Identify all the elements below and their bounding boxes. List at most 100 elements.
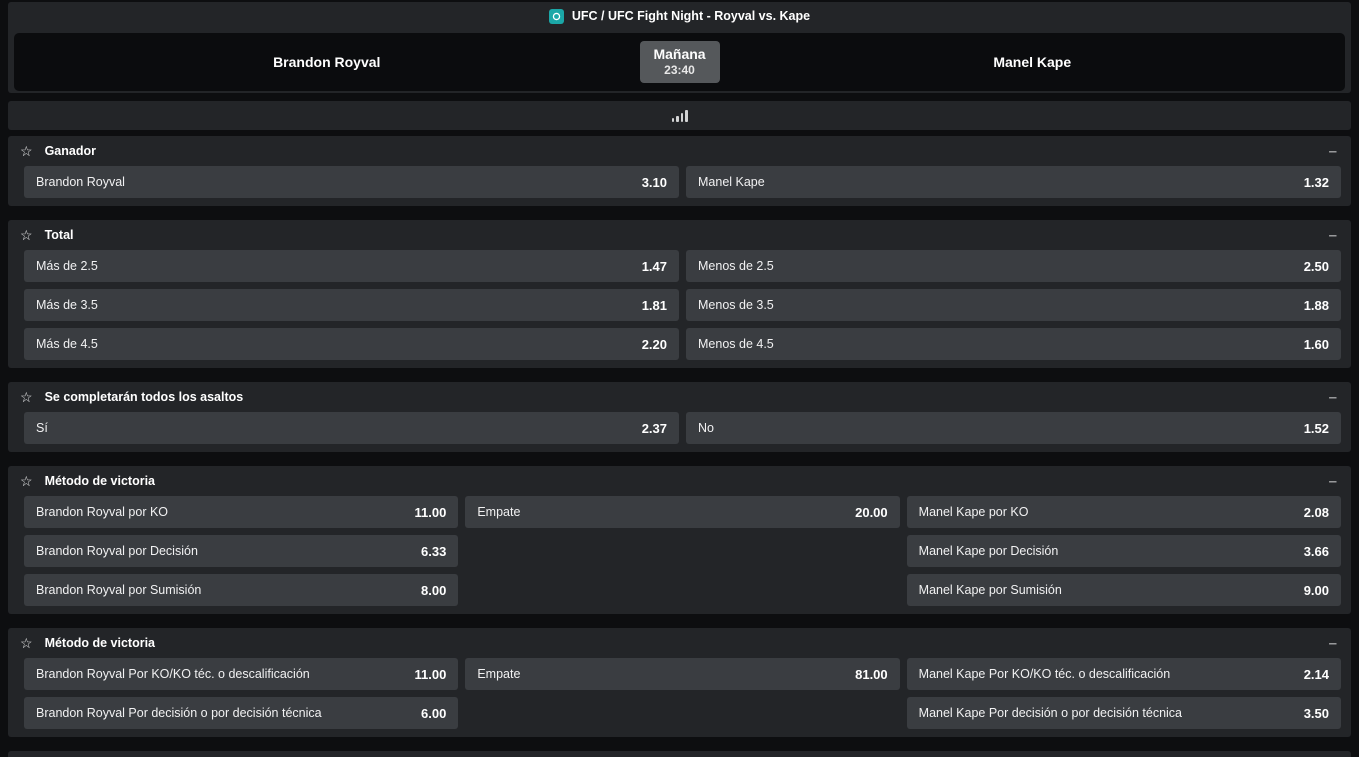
market-section-asaltos: ☆ Se completarán todos los asaltos – Sí … (8, 382, 1351, 452)
odds-value: 9.00 (1303, 582, 1329, 598)
odds-value: 20.00 (855, 504, 888, 520)
event-header-card: UFC / UFC Fight Night - Royval vs. Kape … (8, 2, 1351, 93)
odds-cell[interactable]: Más de 3.5 1.81 (24, 289, 679, 321)
odds-value: 6.00 (421, 705, 447, 721)
odds-label: Brandon Royval por Sumisión (36, 583, 202, 597)
odds-label: Más de 4.5 (36, 337, 98, 351)
odds-value: 3.10 (641, 174, 667, 190)
odds-label: Manel Kape Por decisión o por decisión t… (918, 706, 1183, 720)
odds-cell[interactable]: Manel Kape por Decisión 3.66 (906, 535, 1341, 567)
section-title: Se completarán todos los asaltos (44, 390, 244, 404)
odds-label: Menos de 4.5 (698, 337, 774, 351)
odds-value: 6.33 (421, 543, 447, 559)
odds-label: No (698, 421, 714, 435)
section-title: Total (44, 228, 74, 242)
collapse-icon[interactable]: – (1328, 142, 1337, 160)
odds-label: Menos de 2.5 (698, 259, 774, 273)
section-header: ☆ Método de victoria – (8, 466, 1351, 496)
odds-cell[interactable]: Manel Kape por KO 2.08 (906, 496, 1341, 528)
odds-cell[interactable]: Brandon Royval 3.10 (24, 166, 679, 198)
odds-value: 8.00 (421, 582, 447, 598)
match-time: 23:40 (664, 63, 695, 77)
fighter-left-name: Brandon Royval (273, 54, 381, 70)
section-partial (8, 751, 1351, 757)
section-title: Método de victoria (44, 636, 155, 650)
odds-cell[interactable]: Empate 20.00 (465, 496, 900, 528)
statistics-icon[interactable] (668, 106, 692, 126)
odds-cell[interactable]: No 1.52 (686, 412, 1341, 444)
odds-cell[interactable]: Brandon Royval por Decisión 6.33 (24, 535, 459, 567)
odds-label: Más de 2.5 (36, 259, 98, 273)
odds-value: 1.32 (1303, 174, 1329, 190)
odds-value: 2.14 (1303, 666, 1329, 682)
odds-cell[interactable]: Manel Kape por Sumisión 9.00 (906, 574, 1341, 606)
odds-label: Manel Kape por Sumisión (918, 583, 1062, 597)
odds-cell[interactable]: Más de 2.5 1.47 (24, 250, 679, 282)
odds-label: Brandon Royval por Decisión (36, 544, 198, 558)
odds-label: Menos de 3.5 (698, 298, 774, 312)
mma-sport-icon (548, 8, 564, 24)
odds-label: Brandon Royval por KO (36, 505, 169, 519)
odds-cell[interactable]: Brandon Royval Por decisión o por decisi… (24, 697, 459, 729)
odds-value: 2.37 (641, 420, 667, 436)
odds-label: Manel Kape por Decisión (918, 544, 1059, 558)
section-header: ☆ Se completarán todos los asaltos – (8, 382, 1351, 412)
section-header: ☆ Método de victoria – (8, 628, 1351, 658)
odds-value: 3.50 (1303, 705, 1329, 721)
odds-value: 1.52 (1303, 420, 1329, 436)
odds-label: Brandon Royval Por KO/KO téc. o descalif… (36, 667, 310, 681)
odds-value: 2.20 (641, 336, 667, 352)
odds-value: 2.50 (1303, 258, 1329, 274)
odds-label: Brandon Royval Por decisión o por decisi… (36, 706, 322, 720)
odds-value: 81.00 (855, 666, 888, 682)
favorite-star-icon[interactable]: ☆ (20, 227, 33, 243)
odds-label: Brandon Royval (36, 175, 125, 189)
odds-cell[interactable]: Menos de 3.5 1.88 (686, 289, 1341, 321)
section-title: Ganador (44, 144, 96, 158)
favorite-star-icon[interactable]: ☆ (20, 389, 33, 405)
odds-value: 2.08 (1303, 504, 1329, 520)
event-breadcrumb-link[interactable]: UFC / UFC Fight Night - Royval vs. Kape (571, 9, 811, 23)
odds-cell[interactable]: Manel Kape 1.32 (686, 166, 1341, 198)
odds-label: Sí (36, 421, 48, 435)
odds-value: 11.00 (414, 666, 447, 682)
odds-value: 1.60 (1303, 336, 1329, 352)
favorite-star-icon[interactable]: ☆ (20, 143, 33, 159)
odds-value: 1.47 (641, 258, 667, 274)
odds-cell[interactable]: Brandon Royval por KO 11.00 (24, 496, 459, 528)
section-title: Método de victoria (44, 474, 155, 488)
match-header: Brandon Royval Mañana 23:40 Manel Kape (14, 33, 1345, 91)
odds-label: Empate (477, 667, 521, 681)
favorite-star-icon[interactable]: ☆ (20, 473, 33, 489)
market-section-total: ☆ Total – Más de 2.5 1.47 Más de 3.5 1.8… (8, 220, 1351, 368)
market-section-metodo-2: ☆ Método de victoria – Brandon Royval Po… (8, 628, 1351, 737)
odds-value: 1.81 (641, 297, 667, 313)
section-header: ☆ Ganador – (8, 136, 1351, 166)
section-header: ☆ Total – (8, 220, 1351, 250)
odds-cell[interactable]: Brandon Royval por Sumisión 8.00 (24, 574, 459, 606)
odds-cell[interactable]: Brandon Royval Por KO/KO téc. o descalif… (24, 658, 459, 690)
fighter-right-name: Manel Kape (993, 54, 1072, 70)
odds-label: Empate (477, 505, 521, 519)
odds-cell[interactable]: Manel Kape Por KO/KO téc. o descalificac… (906, 658, 1341, 690)
odds-cell[interactable]: Empate 81.00 (465, 658, 900, 690)
statistics-bar (8, 101, 1351, 130)
market-section-ganador: ☆ Ganador – Brandon Royval 3.10 Manel Ka… (8, 136, 1351, 206)
odds-cell[interactable]: Más de 4.5 2.20 (24, 328, 679, 360)
odds-value: 1.88 (1303, 297, 1329, 313)
collapse-icon[interactable]: – (1328, 226, 1337, 244)
match-time-badge: Mañana 23:40 (639, 41, 720, 83)
odds-label: Manel Kape por KO (918, 505, 1029, 519)
odds-cell[interactable]: Menos de 4.5 1.60 (686, 328, 1341, 360)
odds-label: Manel Kape Por KO/KO téc. o descalificac… (918, 667, 1171, 681)
favorite-star-icon[interactable]: ☆ (20, 635, 33, 651)
odds-cell[interactable]: Menos de 2.5 2.50 (686, 250, 1341, 282)
odds-value: 3.66 (1303, 543, 1329, 559)
collapse-icon[interactable]: – (1328, 388, 1337, 406)
collapse-icon[interactable]: – (1328, 634, 1337, 652)
collapse-icon[interactable]: – (1328, 472, 1337, 490)
odds-cell[interactable]: Sí 2.37 (24, 412, 679, 444)
odds-cell[interactable]: Manel Kape Por decisión o por decisión t… (906, 697, 1341, 729)
match-day: Mañana (653, 46, 706, 62)
market-section-metodo-1: ☆ Método de victoria – Brandon Royval po… (8, 466, 1351, 614)
